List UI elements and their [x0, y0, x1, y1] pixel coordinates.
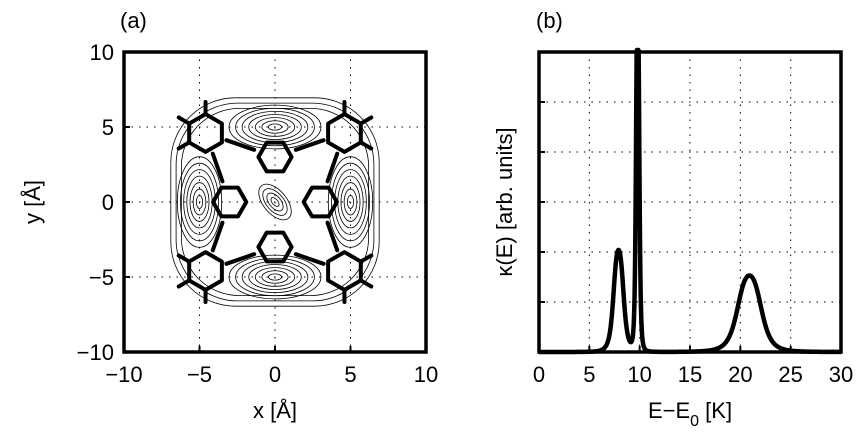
contour-line	[228, 254, 322, 300]
contour-line	[268, 123, 282, 131]
contour-line	[248, 114, 302, 140]
contour-line	[195, 195, 204, 209]
contour-line	[261, 270, 289, 284]
inner-ring	[301, 185, 339, 219]
panel-b-kappa-curve	[537, 47, 843, 355]
panel-b-xtick-label: 10	[627, 362, 651, 387]
panel-b-grid	[539, 52, 841, 352]
outer-bond	[176, 115, 192, 126]
outer-bond	[176, 253, 192, 264]
panel-a-ticks: −10 −5 0 5 10 −10 −5 0 5 10	[77, 40, 439, 387]
contour-line	[180, 162, 219, 242]
contour-line	[228, 104, 322, 150]
outer-ring	[326, 112, 363, 154]
panel-a-xtick-label: 0	[269, 362, 281, 387]
inner-ring	[256, 230, 294, 264]
panel-a-ytick-label: 10	[90, 40, 114, 65]
outer-ring	[187, 250, 224, 292]
inner-ring	[211, 185, 249, 219]
contour-line	[261, 120, 289, 134]
panel-a-molecule	[176, 100, 374, 304]
contour-line	[266, 192, 284, 212]
contour-envelope	[175, 102, 375, 302]
outer-bond	[358, 115, 374, 126]
panel-b-xtick-label: 30	[829, 362, 853, 387]
outer-bond	[176, 278, 192, 289]
contour-line	[270, 197, 280, 207]
ring-link-bond	[325, 151, 340, 184]
outer-bond	[358, 278, 374, 289]
panel-a-contours	[170, 97, 380, 307]
contour-envelope	[170, 97, 380, 307]
panel-a-ytick-label: 5	[102, 115, 114, 140]
panel-b-ticks: 0 5 10 15 20 25 30	[533, 101, 853, 387]
panel-a: −10 −5 0 5 10 −10 −5 0 5 10 (a) x [Å] y [Å]	[20, 8, 438, 423]
contour-line	[254, 267, 296, 287]
panel-a-label: (a)	[120, 8, 147, 33]
panel-b-xlabel-sub: 0	[690, 413, 699, 430]
ring-link-bond	[224, 138, 257, 152]
panel-a-ytick-label: −5	[89, 265, 114, 290]
ring-link-bond	[293, 138, 326, 152]
contour-line	[268, 273, 282, 281]
contour-line	[343, 188, 358, 216]
contour-line	[262, 188, 288, 216]
contour-line	[331, 162, 370, 242]
panel-b-xtick-label: 20	[728, 362, 752, 387]
contour-line	[248, 264, 302, 290]
panel-b-xtick-label: 25	[778, 362, 802, 387]
panel-a-ylabel: y [Å]	[20, 180, 45, 224]
outer-ring	[326, 250, 363, 292]
panel-a-ytick-label: 0	[102, 190, 114, 215]
panel-b-xlabel-main: E−E	[648, 398, 690, 423]
panel-b-label: (b)	[536, 8, 563, 33]
contour-line	[254, 117, 296, 137]
panel-b-xlabel-unit: [K]	[699, 398, 732, 423]
panel-b-ylabel: κ(E) [arb. units]	[492, 127, 517, 276]
contour-line	[327, 156, 374, 248]
panel-a-grid	[124, 52, 426, 352]
panel-b-xtick-label: 0	[533, 362, 545, 387]
contour-line	[192, 188, 207, 216]
panel-a-xtick-label: 10	[414, 362, 438, 387]
panel-b-xlabel: E−E0 [K]	[648, 398, 732, 430]
outer-bond	[358, 140, 374, 151]
panel-a-xtick-label: −10	[105, 362, 142, 387]
panel-b-xtick-label: 15	[678, 362, 702, 387]
contour-line	[176, 156, 223, 248]
outer-bond	[176, 140, 192, 151]
outer-ring	[187, 112, 224, 154]
panel-b-xtick-label: 5	[583, 362, 595, 387]
panel-b: 0 5 10 15 20 25 30 (b) E−E0 [K] κ(E) [arb. uni…	[492, 8, 853, 430]
contour-line	[346, 195, 355, 209]
inner-ring	[256, 140, 294, 174]
ring-link-bond	[224, 252, 257, 266]
ring-link-bond	[325, 220, 340, 253]
panel-a-xtick-label: −5	[187, 362, 212, 387]
contour-envelope	[180, 107, 370, 297]
contour-line	[189, 182, 210, 222]
ring-link-bond	[210, 151, 225, 184]
contour-line	[340, 182, 361, 222]
panel-a-ytick-label: −10	[77, 340, 114, 365]
panel-a-xtick-label: 5	[344, 362, 356, 387]
outer-bond	[358, 253, 374, 264]
panel-a-xlabel: x [Å]	[253, 398, 297, 423]
contour-line	[258, 183, 292, 221]
ring-link-bond	[210, 220, 225, 253]
ring-link-bond	[293, 252, 326, 266]
